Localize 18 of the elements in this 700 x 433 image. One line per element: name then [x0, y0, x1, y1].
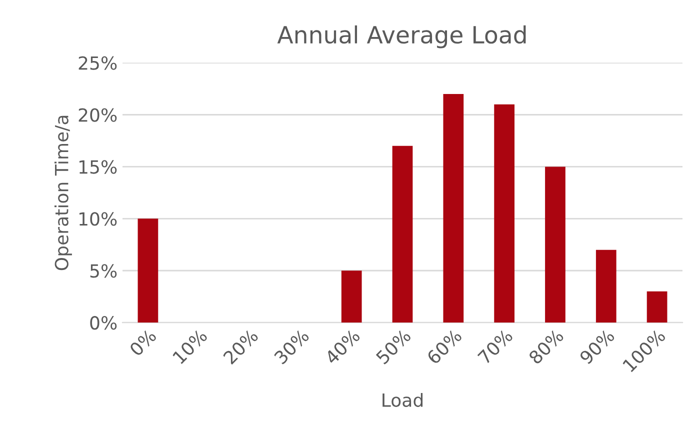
bar: [341, 270, 362, 323]
bar: [443, 94, 464, 323]
y-tick-label: 15%: [79, 160, 117, 174]
bar: [138, 218, 158, 323]
x-axis-title: Load: [382, 392, 423, 407]
bar: [545, 166, 566, 323]
y-tick-label: 10%: [79, 212, 117, 226]
x-tick-label: 0%: [128, 328, 158, 357]
bar: [392, 146, 413, 323]
bar: [596, 250, 616, 323]
bar: [646, 291, 668, 323]
y-axis-title: Operation Time/a: [54, 116, 72, 270]
y-tick-label: 20%: [78, 108, 117, 122]
y-tick-label: 25%: [78, 56, 117, 70]
chart-title: Annual Average Load: [277, 25, 526, 48]
y-tick-label: 0%: [90, 316, 117, 330]
y-tick-label: 5%: [90, 264, 117, 278]
bar: [494, 104, 514, 323]
